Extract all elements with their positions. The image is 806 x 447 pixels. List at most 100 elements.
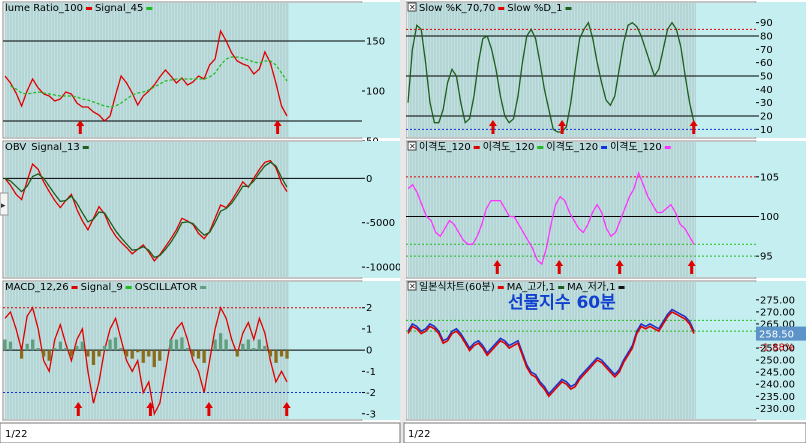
y-tick-label: -5000	[366, 218, 395, 229]
close-x-icon: ✕	[409, 142, 416, 151]
legend-swatch	[85, 7, 92, 10]
y-tick-label: -1	[366, 367, 376, 378]
oscillator-bar	[80, 341, 85, 351]
legend-swatch	[558, 286, 565, 289]
oscillator-bar	[91, 350, 96, 365]
series-line	[407, 310, 695, 398]
legend: lume Ratio_100 Signal_45	[5, 3, 153, 14]
y-axis-area	[362, 281, 400, 420]
series-line	[4, 161, 288, 259]
current-price-label: 258.50	[759, 330, 794, 341]
oscillator-bar	[119, 348, 123, 351]
oscillator-bar	[152, 350, 156, 368]
panel-close-icon	[407, 141, 417, 151]
panel-slow_stochastic: 90 80 70 60 50 40 30 20 10 ✕ Slow %K_70,70 Slow %D_…	[405, 1, 806, 139]
series-line	[4, 29, 288, 122]
y-tick-label: 40	[760, 85, 773, 96]
legend-swatch	[664, 146, 671, 149]
y-tick-label: 235.00	[760, 392, 795, 403]
oscillator-bar	[158, 350, 162, 361]
series-line	[4, 305, 288, 416]
oscillator-bar	[285, 350, 289, 359]
legend-swatch	[537, 146, 544, 149]
y-tick-label: 10	[760, 125, 773, 136]
panel-price: 275.00270.00265.00260.00255.00250.00245.…	[405, 280, 806, 421]
oscillator-bar	[19, 350, 24, 359]
legend-label: OBV	[5, 142, 26, 153]
series-line	[407, 308, 695, 396]
series-line	[10, 56, 288, 108]
panel-close-icon	[407, 281, 417, 291]
y-tick-label: 265.00	[760, 319, 795, 330]
oscillator-bar	[108, 339, 112, 351]
oscillator-bar	[246, 339, 250, 351]
y-axis-area	[756, 141, 806, 278]
y-tick-label: 60	[760, 58, 773, 69]
oscillator-bar	[64, 348, 68, 351]
left-scroll-handle[interactable]: ▸	[0, 192, 9, 216]
oscillator-bar	[191, 350, 195, 357]
blank-future-area	[696, 142, 756, 277]
blank-future-area	[696, 282, 756, 419]
candle-stripe-area	[5, 142, 289, 277]
legend-swatch	[498, 7, 505, 10]
panel-macd: 2 1 0 -1 -2 -3 MACD_12,26 Signal_9 OSCILLATOR	[2, 280, 400, 421]
legend-label: lume Ratio_100	[5, 3, 83, 14]
signal-arrow-icon	[488, 120, 497, 134]
legend-swatch	[618, 286, 625, 289]
oscillator-bar	[257, 339, 261, 351]
signal-arrow-icon	[493, 260, 502, 274]
legend-label: Signal_45	[95, 3, 143, 14]
oscillator-bar	[185, 348, 190, 351]
y-tick-label: 30	[760, 98, 773, 109]
signal-arrow-icon	[615, 260, 624, 274]
legend-swatch	[82, 146, 89, 149]
oscillator-bar	[202, 350, 206, 363]
oscillator-bar	[125, 350, 129, 357]
oscillator-bar	[174, 339, 179, 351]
legend-label: MACD_12,26	[5, 282, 69, 293]
y-tick-label: 90	[760, 18, 773, 29]
footer-left-bar	[0, 422, 401, 444]
y-axis-area	[756, 281, 806, 420]
legend-swatch	[71, 286, 78, 289]
legend: ✕ 이격도_120 이격도_120 이격도_120 이격도_120	[407, 140, 671, 153]
oscillator-bar	[141, 350, 145, 363]
legend-swatch	[200, 286, 207, 289]
legend-swatch	[125, 286, 132, 289]
panel-obv: 0 -5000 -10000 OBV Signal_13	[2, 140, 401, 279]
oscillator-bar	[31, 339, 35, 351]
legend-label: 이격도_120	[610, 140, 662, 153]
panel-close-icon	[407, 2, 417, 12]
signal-arrow-icon	[273, 120, 282, 134]
y-tick-label: 255.00	[760, 344, 795, 355]
y-tick-label: 80	[760, 32, 773, 43]
oscillator-bar	[69, 350, 73, 357]
y-tick-label: 230.00	[760, 404, 795, 415]
y-tick-label: 270.00	[760, 307, 795, 318]
oscillator-bar	[147, 350, 151, 357]
oscillator-bar	[241, 343, 245, 351]
y-tick-label: 100	[760, 212, 779, 223]
signal-arrow-icon	[282, 402, 291, 416]
legend: ✕ Slow %K_70,70 Slow %D_1	[407, 2, 572, 14]
legend-label: Signal_13	[31, 142, 79, 153]
y-tick-label: 105	[760, 172, 779, 183]
oscillator-bar	[3, 339, 7, 351]
legend-label: MA_저가,1	[567, 281, 615, 293]
signal-arrow-icon	[689, 120, 698, 134]
oscillator-bar	[235, 350, 239, 357]
legend-swatch	[146, 7, 153, 10]
oscillator-bar	[25, 343, 29, 351]
signal-arrow-icon	[74, 402, 83, 416]
legend-label: 이격도_120	[546, 140, 598, 153]
signal-arrow-icon	[204, 402, 213, 416]
footer-right-date: 1/22	[408, 429, 430, 440]
legend-swatch	[497, 286, 504, 289]
oscillator-bar	[8, 341, 13, 351]
y-tick-label: 70	[760, 45, 773, 56]
